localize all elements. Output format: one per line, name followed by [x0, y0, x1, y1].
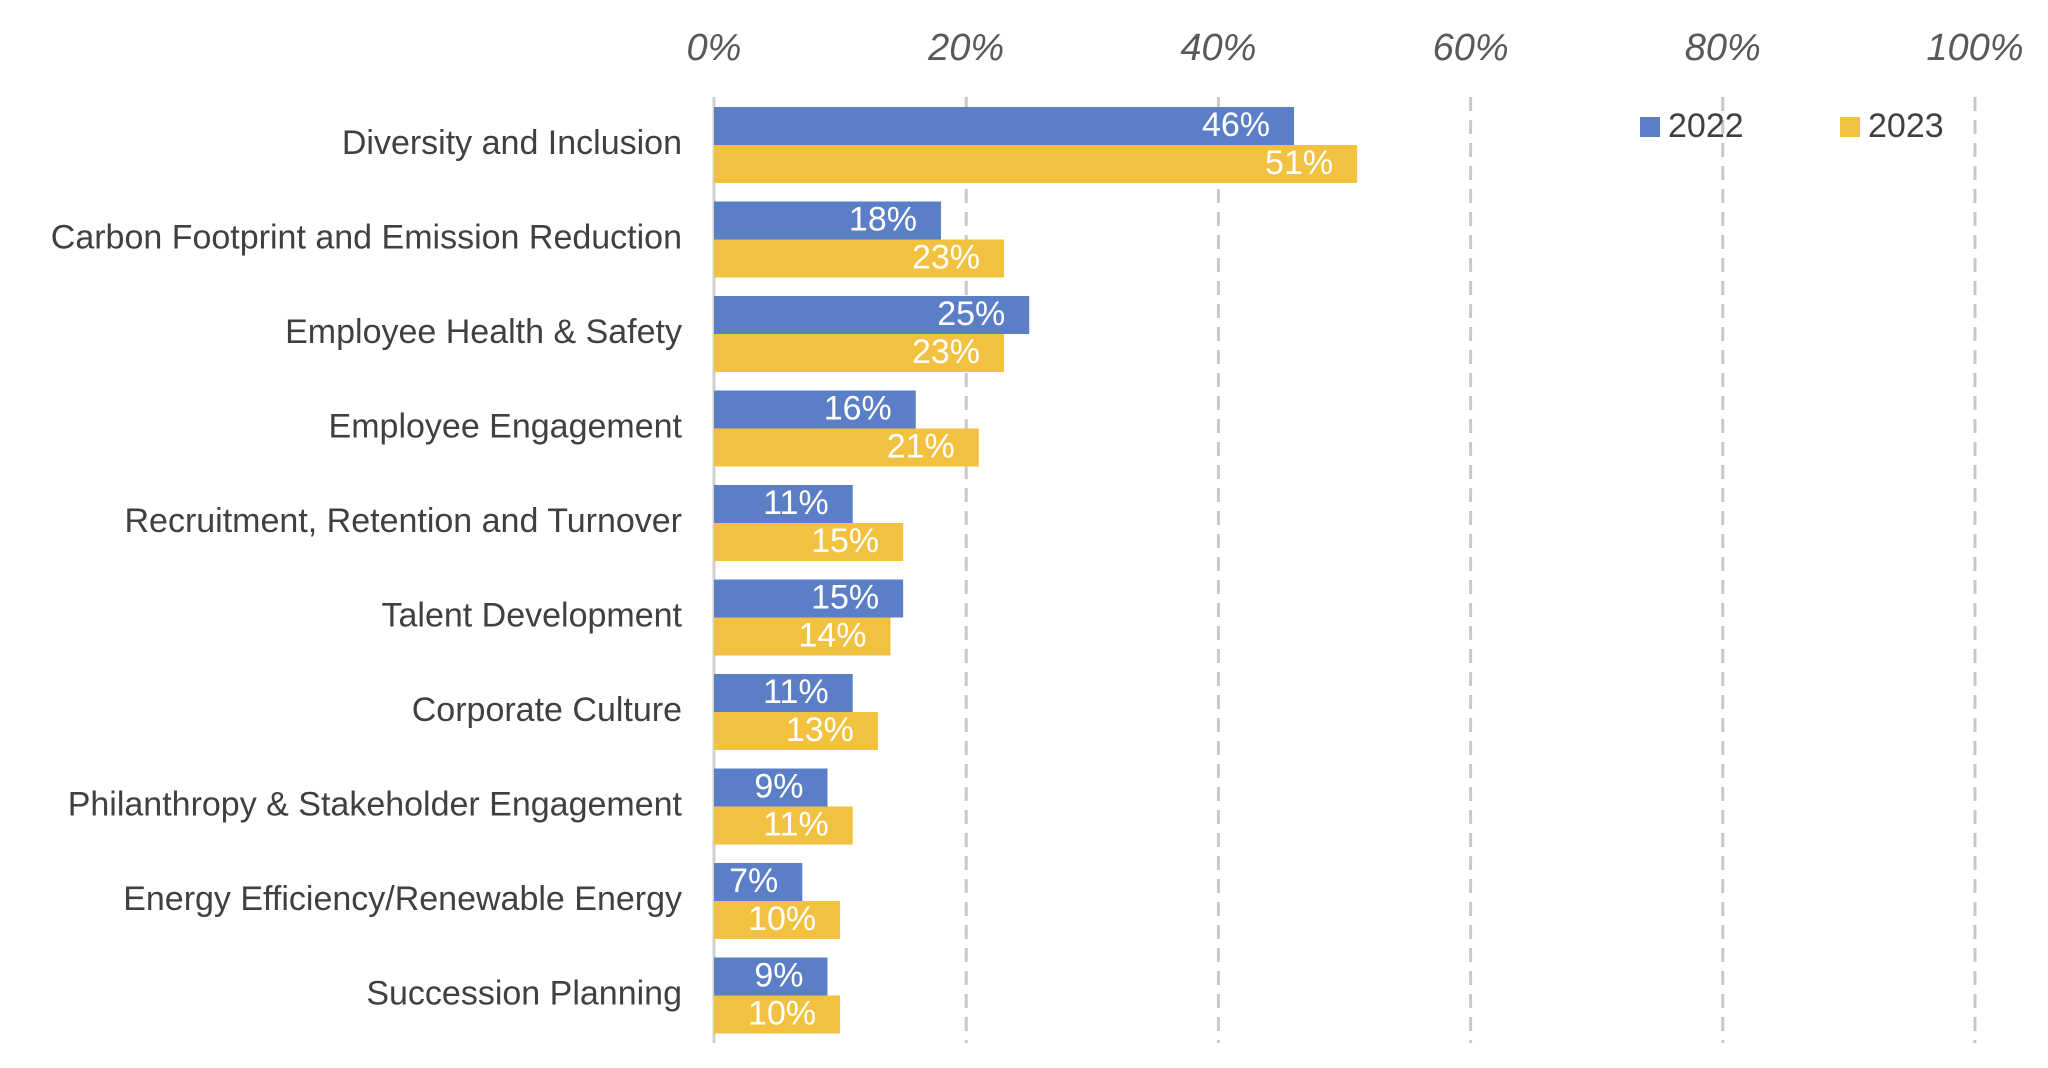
data-label: 18% [849, 200, 917, 238]
data-label: 23% [912, 333, 980, 371]
x-tick-label: 100% [1926, 27, 2023, 69]
data-label: 25% [937, 295, 1005, 333]
data-label: 7% [729, 862, 778, 900]
bar-2022 [714, 957, 828, 996]
data-label: 9% [754, 956, 803, 994]
legend-label: 2023 [1868, 107, 1944, 145]
bar-2023 [714, 806, 853, 845]
bar-2023 [714, 995, 841, 1034]
data-label: 13% [786, 711, 854, 749]
bar-2023 [714, 901, 841, 939]
bar-2022 [714, 485, 853, 523]
legend-label: 2022 [1668, 107, 1744, 145]
x-tick-label: 80% [1685, 27, 1761, 69]
bar-2022 [714, 107, 1295, 145]
x-tick-label: 40% [1180, 27, 1256, 69]
bar-2022 [714, 579, 904, 618]
x-tick-label: 60% [1433, 27, 1509, 69]
data-label: 10% [748, 994, 816, 1032]
category-label: Carbon Footprint and Emission Reduction [51, 218, 682, 256]
category-label: Talent Development [381, 596, 682, 634]
data-label: 21% [887, 427, 955, 465]
data-label: 46% [1202, 106, 1270, 144]
legend-swatch-2023 [1840, 117, 1860, 137]
data-label: 51% [1265, 144, 1333, 182]
bar-2022 [714, 674, 853, 712]
bar-2022 [714, 768, 828, 807]
data-label: 16% [824, 389, 892, 427]
data-label: 15% [811, 578, 879, 616]
data-label: 11% [763, 805, 829, 843]
data-label: 10% [748, 900, 816, 938]
bar-2022 [714, 390, 916, 429]
bar-2023 [714, 145, 1358, 183]
category-label: Succession Planning [366, 974, 682, 1012]
category-label: Philanthropy & Stakeholder Engagement [68, 785, 683, 823]
bar-2023 [714, 334, 1005, 372]
category-label: Energy Efficiency/Renewable Energy [123, 880, 682, 918]
data-label: 11% [763, 673, 829, 711]
data-label: 23% [912, 238, 980, 276]
bar-2023 [714, 428, 979, 467]
data-label: 11% [763, 484, 829, 522]
data-label: 9% [754, 767, 803, 805]
category-label: Employee Engagement [329, 407, 683, 445]
bar-2023 [714, 239, 1005, 278]
category-label: Corporate Culture [412, 691, 682, 729]
data-label: 14% [798, 616, 866, 654]
bar-2023 [714, 523, 904, 561]
data-label: 15% [811, 522, 879, 560]
bar-2022 [714, 863, 803, 901]
category-label: Diversity and Inclusion [342, 124, 682, 162]
x-tick-label: 20% [927, 27, 1004, 69]
legend-swatch-2022 [1640, 117, 1660, 137]
category-label: Employee Health & Safety [285, 313, 682, 351]
bar-2023 [714, 617, 891, 656]
bar-2023 [714, 712, 878, 750]
bar-2022 [714, 201, 941, 240]
x-tick-label: 0% [687, 27, 742, 69]
bar-2022 [714, 296, 1030, 334]
category-label: Recruitment, Retention and Turnover [124, 502, 682, 540]
